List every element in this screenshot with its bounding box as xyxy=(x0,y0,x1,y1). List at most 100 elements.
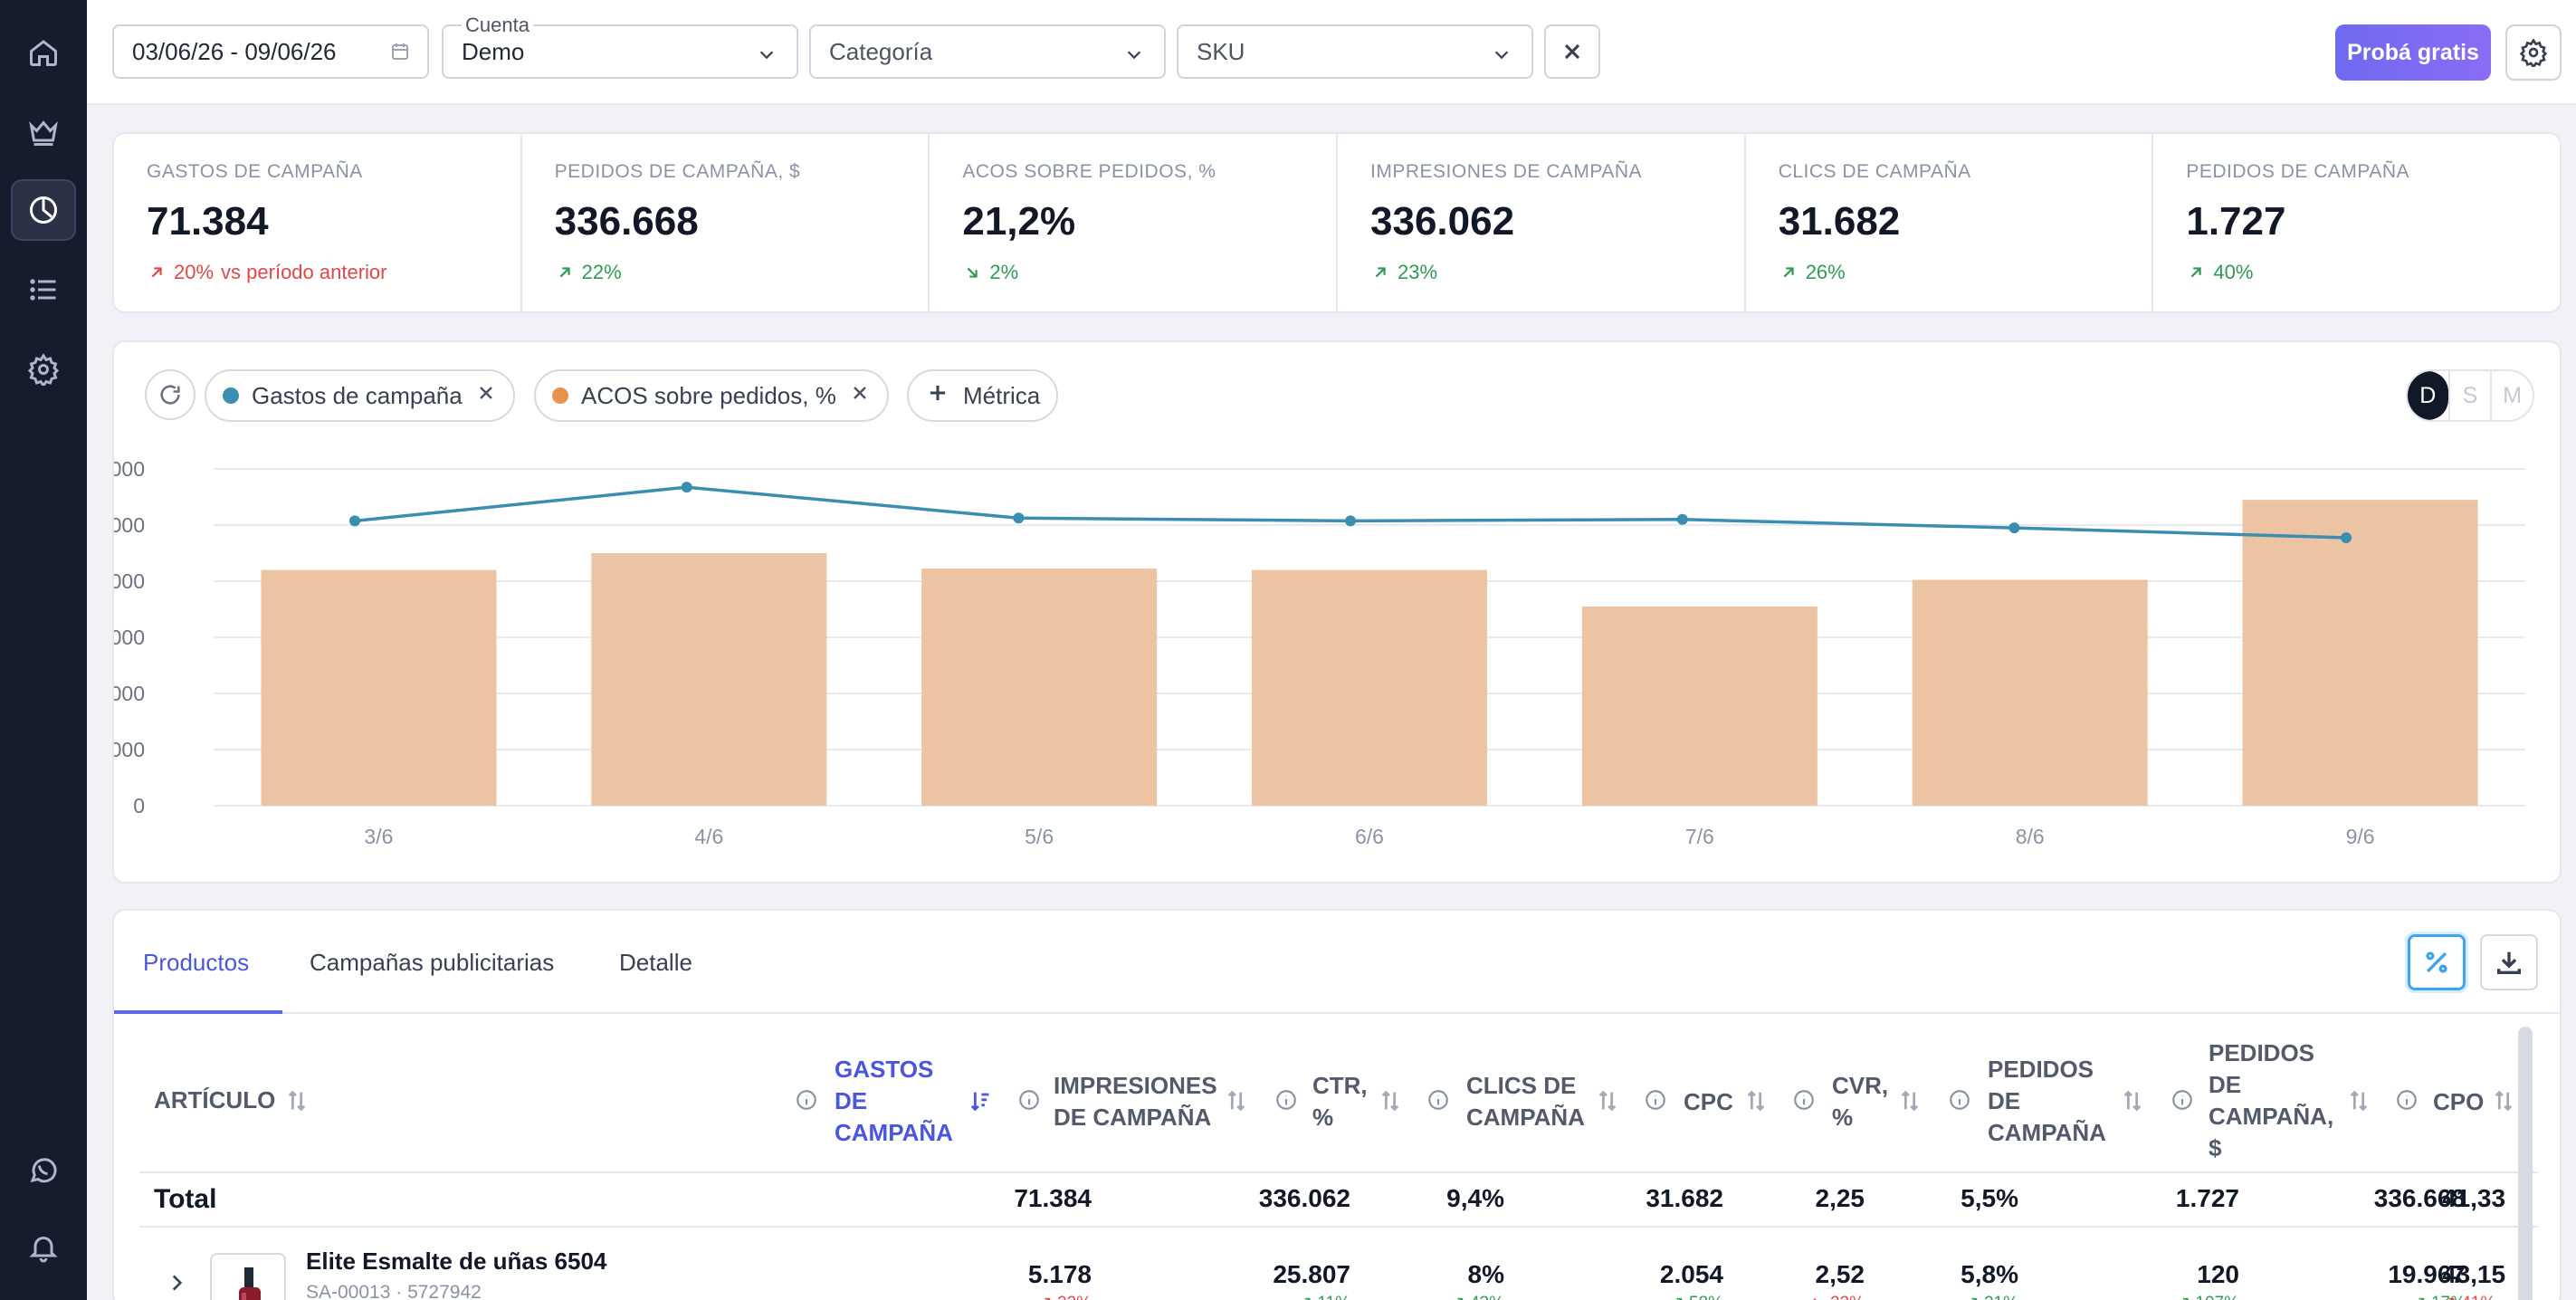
info-icon[interactable] xyxy=(2171,1088,2194,1112)
kpi-card-impressions: IMPRESIONES DE CAMPAÑA 336.062 23% xyxy=(1338,134,1746,311)
col-header-cvr[interactable]: CVR,% xyxy=(1832,1072,1889,1131)
sort-icon[interactable] xyxy=(1378,1088,1403,1114)
list-icon[interactable] xyxy=(11,259,76,320)
tab-campaigns[interactable]: Campañas publicitarias xyxy=(310,949,555,976)
expand-row-chevron-icon[interactable] xyxy=(165,1271,188,1299)
header-divider xyxy=(139,1171,2538,1173)
remove-metric-icon[interactable] xyxy=(475,382,497,410)
sort-icon[interactable] xyxy=(2346,1088,2371,1114)
clear-filters-button[interactable] xyxy=(1544,24,1600,79)
plus-icon xyxy=(925,380,950,412)
account-select[interactable]: Cuenta Demo xyxy=(442,14,798,79)
refresh-button[interactable] xyxy=(145,369,196,420)
col-header-cpc[interactable]: CPC xyxy=(1684,1088,1733,1115)
kpi-label: GASTOS DE CAMPAÑA xyxy=(147,161,363,182)
legend-dot xyxy=(223,387,239,404)
table-scrollbar[interactable] xyxy=(2518,1027,2533,1300)
col-header-impressions[interactable]: IMPRESIONES DE CAMPAÑA xyxy=(1054,1072,1217,1131)
try-free-button[interactable]: Probá gratis xyxy=(2335,24,2491,81)
kpi-value: 336.062 xyxy=(1370,199,1515,244)
row-cvr-delta: ↗ 21% xyxy=(1965,1293,2018,1300)
analytics-pie-icon[interactable] xyxy=(11,179,76,241)
bar xyxy=(2242,500,2478,806)
sort-icon[interactable] xyxy=(2120,1088,2145,1114)
granularity-week[interactable]: S xyxy=(2447,371,2491,420)
arrow-up-right-icon xyxy=(2190,267,2202,278)
bar xyxy=(1912,579,2148,806)
close-icon xyxy=(1564,43,1580,60)
col-header-ctr[interactable]: CTR,% xyxy=(1312,1072,1368,1131)
sku-select[interactable]: SKU xyxy=(1177,24,1533,79)
y-tick-label: 8 000 xyxy=(114,569,145,593)
crown-icon[interactable] xyxy=(11,101,76,163)
kpi-card-acos: ACOS SOBRE PEDIDOS, % 21,2% 2% xyxy=(930,134,1339,311)
sku-placeholder: SKU xyxy=(1197,37,1245,65)
kpi-card-orders-money: PEDIDOS DE CAMPAÑA, $ 336.668 22% xyxy=(522,134,930,311)
category-select[interactable]: Categoría xyxy=(809,24,1166,79)
kpi-value: 336.668 xyxy=(554,199,699,244)
col-header-clicks[interactable]: CLICS DE CAMPAÑA xyxy=(1466,1072,1585,1131)
calendar-icon xyxy=(389,41,411,69)
bar xyxy=(591,553,827,806)
tab-products[interactable]: Productos xyxy=(143,949,250,976)
info-icon[interactable] xyxy=(1948,1088,1971,1112)
x-tick-label: 8/6 xyxy=(2016,825,2045,848)
row-cpo-delta: ↗ 41% xyxy=(2442,1293,2495,1300)
date-range-value: 03/06/26 - 09/06/26 xyxy=(132,37,337,65)
x-tick-label: 4/6 xyxy=(694,825,723,848)
product-id: 5727942 xyxy=(407,1282,482,1300)
metric-chip-spend[interactable]: Gastos de campaña xyxy=(205,369,515,422)
kpi-delta: 20% vs período anterior xyxy=(147,261,488,284)
granularity-day[interactable]: D xyxy=(2408,371,2448,420)
download-button[interactable] xyxy=(2480,934,2538,990)
notifications-bell-icon[interactable] xyxy=(11,1217,76,1278)
col-header-cpo[interactable]: CPO xyxy=(2433,1088,2485,1115)
col-header-orders-money[interactable]: PEDIDOS DE CAMPAÑA, $ xyxy=(2209,1039,2334,1161)
arrow-up-right-icon xyxy=(1783,267,1794,278)
kpi-value: 21,2% xyxy=(962,199,1076,244)
active-tab-indicator xyxy=(114,1010,282,1014)
col-header-spend[interactable]: GASTOS DE CAMPAÑA xyxy=(835,1056,953,1146)
info-icon[interactable] xyxy=(1644,1088,1667,1112)
total-divider xyxy=(139,1226,2538,1228)
sort-icon[interactable] xyxy=(1595,1088,1620,1114)
bar xyxy=(921,569,1158,806)
sort-desc-icon[interactable] xyxy=(967,1088,992,1114)
sort-icon[interactable] xyxy=(1743,1088,1769,1114)
remove-metric-icon[interactable] xyxy=(849,382,871,410)
info-icon[interactable] xyxy=(2395,1088,2419,1112)
y-tick-label: 0 xyxy=(133,794,145,817)
row-orders-delta: ↗ 107% xyxy=(2176,1293,2239,1300)
x-tick-label: 9/6 xyxy=(2346,825,2375,848)
percent-toggle-button[interactable] xyxy=(2408,934,2466,990)
kpi-delta: 23% xyxy=(1370,261,1712,284)
col-header-article[interactable]: ARTÍCULO xyxy=(154,1086,276,1114)
tab-detail[interactable]: Detalle xyxy=(619,949,692,976)
product-name[interactable]: Elite Esmalte de uñas 6504 xyxy=(306,1247,607,1275)
kpi-delta-value: 2% xyxy=(989,261,1019,283)
settings-button[interactable] xyxy=(2505,24,2562,81)
granularity-month[interactable]: M xyxy=(2490,371,2533,420)
metric-chip-acos[interactable]: ACOS sobre pedidos, % xyxy=(534,369,889,422)
info-icon[interactable] xyxy=(1426,1088,1450,1112)
sort-icon[interactable] xyxy=(284,1088,310,1114)
info-icon[interactable] xyxy=(1792,1088,1816,1112)
kpi-summary: GASTOS DE CAMPAÑA 71.384 20% vs período … xyxy=(112,132,2562,313)
total-cpc: 2,25 xyxy=(1815,1184,1865,1212)
whatsapp-icon[interactable] xyxy=(11,1139,76,1200)
info-icon[interactable] xyxy=(795,1088,818,1112)
sort-icon[interactable] xyxy=(1897,1088,1922,1114)
col-header-orders[interactable]: PEDIDOS DE CAMPAÑA xyxy=(1988,1056,2106,1146)
kpi-label: IMPRESIONES DE CAMPAÑA xyxy=(1370,161,1643,182)
add-metric-button[interactable]: Métrica xyxy=(907,369,1059,422)
total-cvr: 5,5% xyxy=(1961,1184,2018,1212)
date-range-picker[interactable]: 03/06/26 - 09/06/26 xyxy=(112,24,429,79)
info-icon[interactable] xyxy=(1017,1088,1041,1112)
sort-icon[interactable] xyxy=(2491,1088,2516,1114)
info-icon[interactable] xyxy=(1274,1088,1298,1112)
settings-gear-icon[interactable] xyxy=(11,339,76,400)
sort-icon[interactable] xyxy=(1224,1088,1249,1114)
x-tick-label: 7/6 xyxy=(1685,825,1714,848)
home-icon[interactable] xyxy=(11,22,76,83)
series-line xyxy=(354,485,2347,540)
